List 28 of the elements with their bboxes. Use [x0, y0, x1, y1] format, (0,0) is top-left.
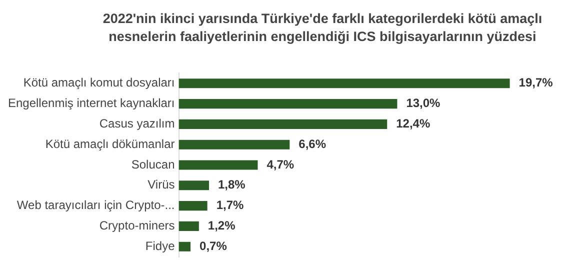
y-tick-label: Virüs: [148, 178, 175, 192]
data-label: 6,6%: [298, 136, 326, 151]
data-label: 1,2%: [208, 218, 236, 233]
data-label: 19,7%: [518, 76, 554, 90]
data-label: 1,7%: [216, 198, 244, 212]
data-label: 0,7%: [200, 238, 228, 253]
y-tick-label: Kötü amaçlı komut dosyaları: [23, 76, 175, 90]
data-label: 13,0%: [406, 96, 441, 110]
y-tick-label: Engellenmiş internet kaynakları: [8, 96, 175, 110]
bar: [178, 242, 191, 252]
data-label: 12,4%: [396, 116, 430, 131]
y-tick-label: Casus yazılım: [99, 116, 175, 131]
bar: [178, 99, 398, 109]
data-label: 1,8%: [218, 178, 246, 192]
bar: [178, 119, 388, 129]
data-label: 4,7%: [266, 157, 294, 172]
bar: [178, 140, 290, 150]
bar: [178, 201, 208, 211]
bar: [178, 160, 258, 170]
y-tick-label: Web tarayıcıları için Crypto-...: [16, 198, 175, 212]
chart-title: 2022'nin ikinci yarısında Türkiye'de farklı kategorilerdeki kötü amaçlı nesnelerin faaliyetlerinin engellendiği ICS bilgisayarlarının yüzdesi: [102, 10, 544, 46]
y-tick-label: Solucan: [131, 157, 175, 172]
y-tick-label: Crypto-miners: [99, 218, 175, 233]
y-tick-label: Kötü amaçlı dökümanlar: [45, 136, 175, 151]
y-tick-label: Fidye: [145, 238, 176, 253]
bar: [178, 180, 209, 190]
bar: [178, 221, 199, 231]
bar: [178, 78, 510, 88]
